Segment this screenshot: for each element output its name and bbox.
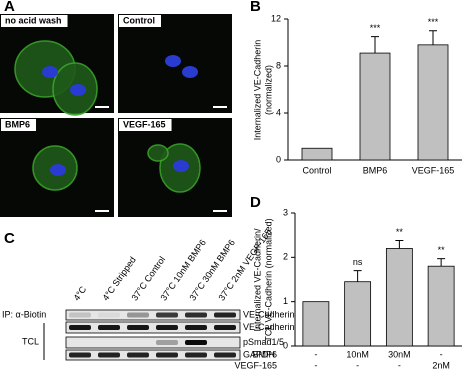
annotation: *** xyxy=(428,17,439,27)
error-bar xyxy=(429,30,437,45)
x-tick-label: Control xyxy=(302,165,331,175)
band xyxy=(98,325,120,330)
nucleus xyxy=(173,160,189,172)
band xyxy=(214,352,236,358)
y-axis-label: Internalized VE-Cadherin/ xyxy=(252,228,262,332)
band xyxy=(156,325,178,330)
annotation: ** xyxy=(438,245,446,255)
ip-label: IP: α-Biotin xyxy=(2,309,46,319)
bar xyxy=(359,52,391,161)
lane-label: 4°C xyxy=(71,284,88,303)
band xyxy=(127,325,149,330)
y-tick-label: 1 xyxy=(283,296,288,306)
y-tick-label: 4 xyxy=(276,107,281,117)
panel-label: C xyxy=(4,230,15,247)
x-tick-label: BMP6 xyxy=(363,165,388,175)
y-tick-label: 3 xyxy=(283,207,288,217)
y-tick-label: 8 xyxy=(276,60,281,70)
y-tick-label: 12 xyxy=(271,13,281,23)
band xyxy=(185,312,207,318)
condition-value: - xyxy=(314,349,317,359)
y-tick-label: 0 xyxy=(276,154,281,164)
band xyxy=(156,352,178,358)
band-label: pSmad1/5 xyxy=(243,337,284,347)
nucleus xyxy=(50,164,66,176)
condition-value: - xyxy=(314,360,317,370)
annotation: *** xyxy=(370,23,381,33)
condition-name: BMP6 xyxy=(252,349,277,359)
bar xyxy=(302,301,330,347)
condition-value: 30nM xyxy=(388,349,411,359)
panel-label: A xyxy=(4,0,15,15)
scale-bar xyxy=(95,210,109,212)
micrograph-label: VEGF-165 xyxy=(123,119,166,129)
band xyxy=(98,312,120,318)
band-label: GAPDH xyxy=(243,349,275,359)
condition-value: - xyxy=(356,360,359,370)
blot-strip xyxy=(65,336,241,349)
y-axis-label: (normalized) xyxy=(263,65,273,115)
label-box xyxy=(1,119,37,131)
bar xyxy=(344,281,372,347)
blot-strip xyxy=(65,321,241,334)
condition-value: 10nM xyxy=(346,349,369,359)
band-label: VE-Cadherin xyxy=(243,309,295,319)
panel-label: D xyxy=(250,194,261,211)
error-bar xyxy=(371,36,379,54)
error-bar xyxy=(437,258,446,267)
band xyxy=(156,312,178,318)
label-box xyxy=(1,15,68,27)
band xyxy=(69,312,91,318)
y-tick-label: 2 xyxy=(283,252,288,262)
tcl-label: TCL xyxy=(22,336,39,346)
annotation: ** xyxy=(396,227,404,237)
condition-value: - xyxy=(398,360,401,370)
scale-bar xyxy=(95,106,109,108)
band xyxy=(185,352,207,358)
scale-bar xyxy=(213,106,227,108)
annotation: ns xyxy=(353,257,363,267)
y-tick-label: 0 xyxy=(283,340,288,350)
error-bar xyxy=(353,270,362,282)
band xyxy=(214,312,236,318)
micrograph-label: no acid wash xyxy=(5,15,62,25)
micrograph-label: Control xyxy=(123,15,155,25)
panel-label: B xyxy=(250,0,261,15)
nucleus xyxy=(70,84,86,96)
bar xyxy=(385,248,413,347)
blot-strip xyxy=(65,309,241,321)
condition-value: 2nM xyxy=(432,360,450,370)
band xyxy=(98,352,120,358)
bar xyxy=(427,265,455,347)
blot-strip xyxy=(65,349,241,361)
band xyxy=(127,312,149,318)
condition-name: VEGF-165 xyxy=(234,360,277,370)
scale-bar xyxy=(213,210,227,212)
band xyxy=(156,340,178,345)
nucleus xyxy=(182,66,198,78)
y-axis-label: TCL VE-Cadherin (normalized) xyxy=(263,218,273,341)
band xyxy=(214,325,236,330)
condition-value: - xyxy=(440,349,443,359)
bar xyxy=(301,147,333,161)
label-box xyxy=(119,119,172,131)
x-tick-label: VEGF-165 xyxy=(412,165,455,175)
label-box xyxy=(119,15,161,27)
cell xyxy=(147,144,169,162)
bar xyxy=(417,44,449,161)
y-axis-label: Internalized VE-Cadherin xyxy=(252,40,262,141)
band xyxy=(69,325,91,330)
error-bar xyxy=(395,239,404,249)
micrograph-label: BMP6 xyxy=(5,119,30,129)
band xyxy=(127,352,149,358)
band xyxy=(185,325,207,330)
nucleus xyxy=(165,55,181,67)
band-label: VE-Cadherin xyxy=(243,322,295,332)
band xyxy=(185,340,207,345)
band xyxy=(69,352,91,358)
nucleus xyxy=(42,66,58,78)
